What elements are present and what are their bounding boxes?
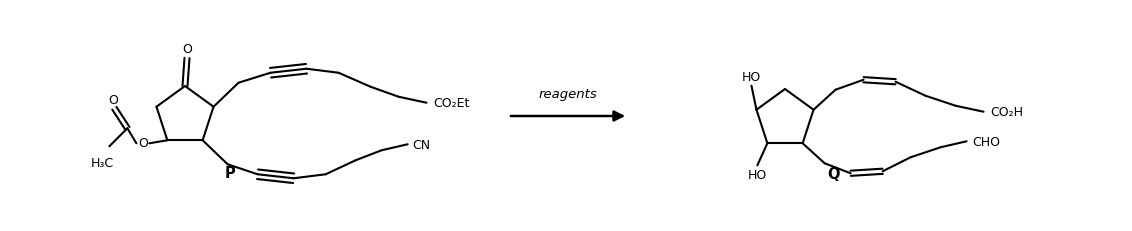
Text: CO₂Et: CO₂Et [434,97,470,110]
Text: Q: Q [826,167,839,182]
Text: H₃C: H₃C [91,157,114,170]
Text: P: P [224,166,235,181]
Text: HO: HO [748,168,767,181]
Text: O: O [109,93,119,106]
Text: CO₂H: CO₂H [990,106,1023,119]
Text: HO: HO [741,71,761,84]
Text: CN: CN [413,138,431,151]
Text: O: O [138,137,148,150]
Text: O: O [182,43,192,56]
Text: reagents: reagents [539,88,598,101]
Text: CHO: CHO [972,135,1001,148]
